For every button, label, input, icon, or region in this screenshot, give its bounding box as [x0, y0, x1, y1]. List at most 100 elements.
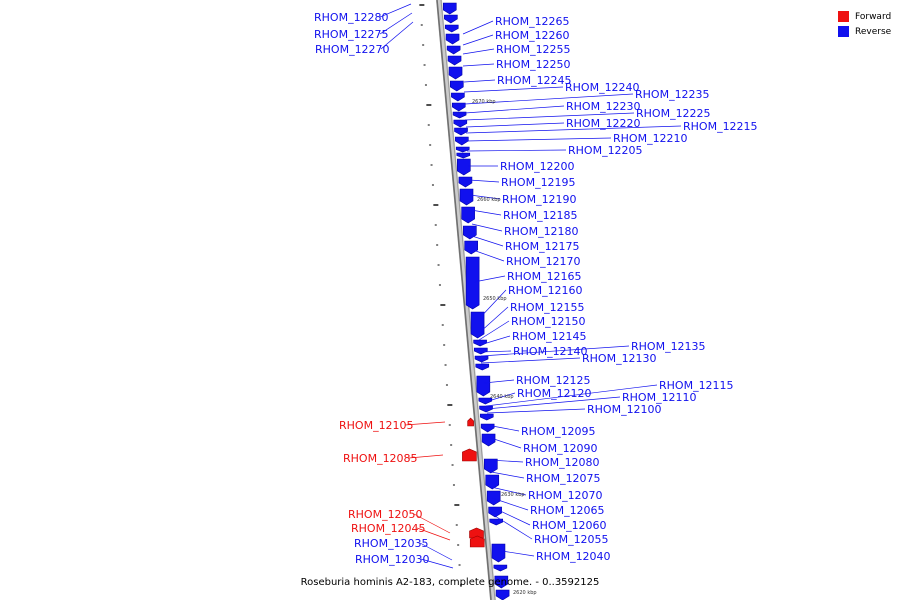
gene-label: RHOM_12265 [495, 15, 570, 28]
reverse-gene-feature [457, 158, 471, 176]
legend-swatch-reverse [838, 26, 849, 37]
reverse-gene-feature [473, 339, 487, 347]
legend-item-reverse: Reverse [838, 24, 891, 39]
gene-label: RHOM_12230 [566, 100, 641, 113]
gene-label: RHOM_12200 [500, 160, 575, 173]
reverse-gene-feature [451, 102, 466, 112]
leader-line [486, 408, 586, 414]
leader-line [413, 513, 451, 534]
legend-item-forward: Forward [838, 9, 891, 24]
leader-line [463, 86, 564, 93]
leader-line [473, 275, 506, 283]
scale-label: 2640 kbp [490, 394, 514, 400]
label-leader-lines [379, 3, 682, 569]
gene-label: RHOM_12095 [521, 425, 596, 438]
gene-label: RHOM_12235 [635, 88, 710, 101]
leader-line [469, 194, 501, 200]
gene-label: RHOM_12215 [683, 120, 758, 133]
forward-gene-feature [469, 527, 484, 539]
scale-label: 2670 kbp [472, 99, 496, 105]
forward-gene-feature [469, 535, 485, 548]
gene-label: RHOM_12055 [534, 533, 609, 546]
map-caption: Roseburia hominis A2-183, complete genom… [300, 577, 600, 588]
forward-gene-feature [462, 448, 477, 462]
gene-label: RHOM_12170 [506, 255, 581, 268]
leader-line [478, 320, 510, 341]
reverse-gene-feature [456, 152, 471, 159]
leader-line [465, 137, 612, 142]
reverse-gene-feature [491, 543, 506, 563]
leader-line [486, 424, 520, 432]
leader-line [494, 515, 533, 540]
gene-label: RHOM_12255 [496, 43, 571, 56]
leader-line [485, 384, 658, 407]
leader-line [490, 471, 525, 479]
gene-labels: RHOM_12280 RHOM_12275 RHOM_12270 RHOM_12265… [314, 11, 758, 566]
leader-line [487, 436, 522, 449]
leader-line [471, 235, 504, 247]
gene-label: RHOM_12260 [495, 29, 570, 42]
backbone-edge-left [436, 0, 492, 600]
leader-line [464, 112, 635, 121]
reverse-gene-feature [494, 575, 509, 589]
leader-line [416, 527, 451, 541]
gene-label: RHOM_12245 [497, 74, 572, 87]
leader-line [419, 542, 453, 561]
leader-line [466, 149, 567, 152]
leader-line [475, 289, 507, 323]
gene-label: RHOM_12150 [511, 315, 586, 328]
reverse-gene-feature [474, 355, 489, 363]
gene-label: RHOM_12240 [565, 81, 640, 94]
gene-label: RHOM_12195 [501, 176, 576, 189]
gene-label: RHOM_12075 [526, 472, 601, 485]
leader-line [462, 20, 494, 35]
gene-label: RHOM_12175 [505, 240, 580, 253]
gene-label: RHOM_12035 [354, 537, 429, 550]
reverse-gene-feature [455, 146, 470, 153]
leader-line [490, 486, 527, 496]
leader-line [464, 105, 565, 114]
gene-label: RHOM_12225 [636, 107, 711, 120]
gene-label: RHOM_12060 [532, 519, 607, 532]
leader-line [463, 79, 496, 83]
reverse-gene-feature [476, 375, 491, 397]
reverse-gene-feature [453, 119, 468, 128]
reverse-gene-feature [465, 256, 480, 310]
reverse-gene-feature [458, 176, 473, 188]
gene-label: RHOM_12115 [659, 379, 734, 392]
leader-line [470, 209, 502, 216]
leader-line [465, 125, 682, 134]
gene-label: RHOM_12155 [510, 301, 585, 314]
leader-line [404, 421, 446, 426]
gene-label: RHOM_12105 [339, 419, 414, 432]
gene-label: RHOM_12125 [516, 374, 591, 387]
gene-label: RHOM_12185 [503, 209, 578, 222]
gene-label: RHOM_12050 [348, 508, 423, 521]
gene-label: RHOM_12220 [566, 117, 641, 130]
reverse-gene-feature [446, 45, 461, 55]
leader-line [479, 350, 512, 353]
reverse-gene-feature [475, 363, 490, 371]
leader-line [479, 335, 511, 346]
legend-label-reverse: Reverse [855, 26, 892, 37]
legend: Forward Reverse [838, 9, 891, 39]
gene-label: RHOM_12045 [351, 522, 426, 535]
reverse-gene-feature [452, 111, 467, 119]
leader-line [380, 21, 414, 50]
scale-labels: 2670 kbp 2660 kbp 2650 kbp 2640 kbp 2630 kbp… [472, 99, 537, 596]
reverse-gene-feature [489, 518, 504, 526]
reverse-gene-feature [444, 14, 458, 24]
reverse-gene-feature [448, 66, 463, 80]
reverse-gene-feature [485, 474, 500, 490]
scale-label: 2650 kbp [483, 296, 507, 302]
leader-line [491, 497, 529, 511]
scale-label: 2620 kbp [513, 590, 537, 596]
gene-label: RHOM_12130 [582, 352, 657, 365]
tick-marks [419, 4, 462, 586]
gene-label: RHOM_12120 [517, 387, 592, 400]
gene-label: RHOM_12085 [343, 452, 418, 465]
reverse-gene-feature [444, 24, 459, 33]
leader-line [480, 345, 630, 357]
gene-label: RHOM_12250 [496, 58, 571, 71]
